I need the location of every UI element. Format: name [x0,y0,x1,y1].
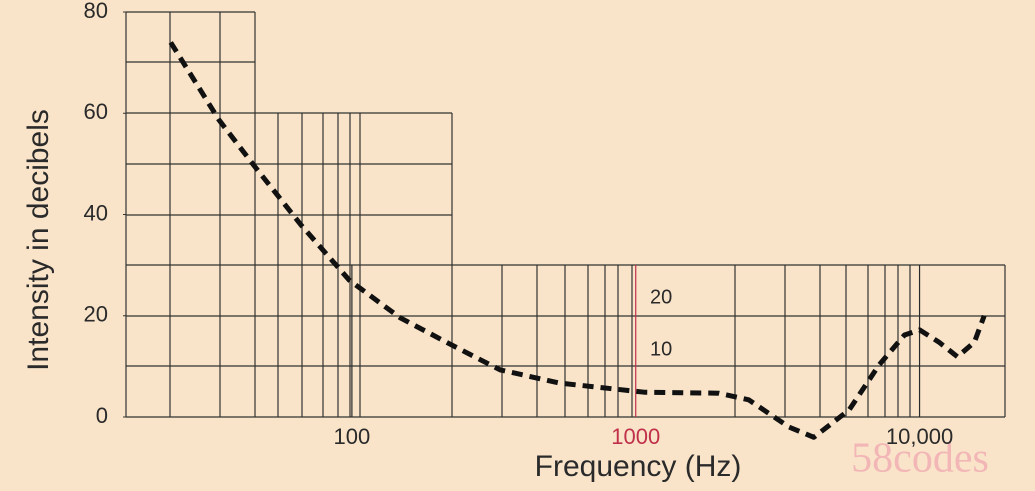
y-tick-label: 60 [84,99,108,124]
x-axis-label: Frequency (Hz) [535,450,742,483]
y-tick-label: 20 [84,302,108,327]
threshold-curve [168,41,987,440]
y-tick-label: 0 [96,403,108,428]
y-axis-label: Intensity in decibels [22,109,55,371]
annotation: 10 [650,338,672,360]
x-tick-label: 100 [334,424,371,449]
y-tick-label: 40 [84,200,108,225]
x-tick-label: 10,000 [886,424,953,449]
watermark: 58codes [851,436,989,482]
x-tick-label: 1000 [611,424,660,449]
annotation: 20 [650,286,672,308]
y-tick-label: 80 [84,0,108,23]
